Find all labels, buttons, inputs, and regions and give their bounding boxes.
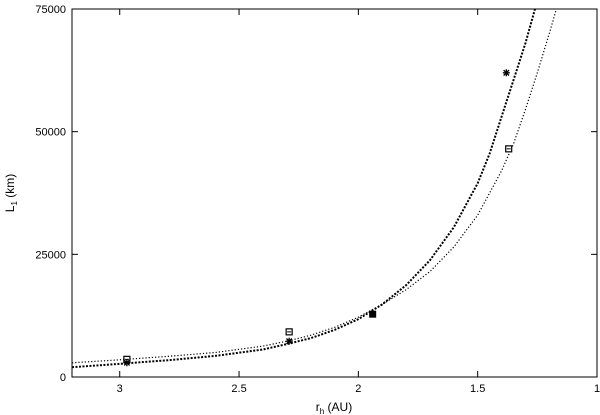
x-axis-label: rh (AU) [316,400,352,415]
point-star [502,69,510,77]
ticks: 3 2.5 2 1.5 1 0 25000 50000 75000 [35,4,600,395]
x-tick-label: 1.5 [470,383,485,395]
x-tick-label: 2 [355,383,361,395]
y-axis-label: L1 (km) [3,174,19,212]
markers [123,69,513,367]
x-tick-label: 3 [117,383,123,395]
point-filled-square [369,310,377,318]
y-tick-label: 75000 [35,4,66,16]
point-star [285,337,293,345]
y-tick-label: 0 [60,372,66,384]
y-tick-label: 25000 [35,249,66,261]
plot-frame [71,8,598,378]
point-open-square [285,328,293,336]
point-star [123,359,131,367]
fit-curve-dense [71,8,536,369]
x-tick-label: 2.5 [231,383,246,395]
fit-curve-sparse [71,8,557,364]
curves [71,8,557,369]
y-tick-label: 50000 [35,127,66,139]
point-open-square [505,145,513,153]
x-tick-label: 1 [594,383,600,395]
